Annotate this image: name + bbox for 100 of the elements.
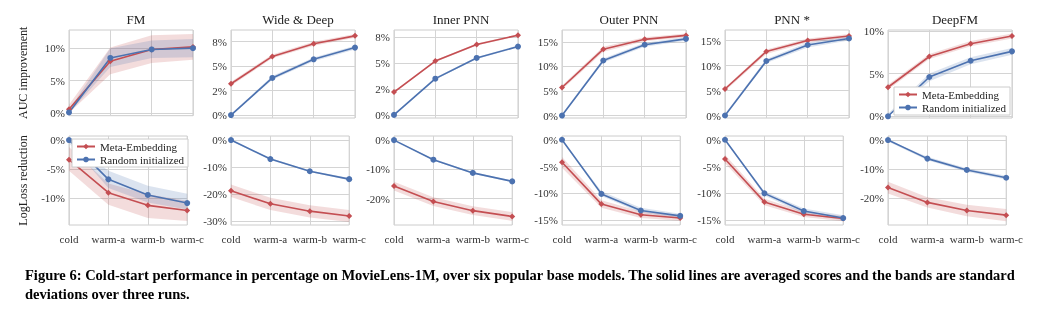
y-tick-label: -10%	[860, 163, 884, 176]
x-tick-label: warm-b	[623, 232, 659, 245]
y-axis-title: AUC improvement	[16, 26, 30, 119]
y-tick-label: -5%	[46, 162, 65, 175]
x-tick-label: warm-b	[786, 232, 822, 245]
point	[885, 113, 891, 120]
x-tick-label: warm-c	[332, 232, 367, 245]
y-tick-label: -20%	[366, 192, 390, 205]
point	[637, 207, 644, 214]
point	[228, 112, 234, 119]
chart-title: Wide & Deep	[262, 12, 334, 27]
point	[963, 207, 970, 214]
x-tick-label: warm-c	[826, 232, 861, 245]
point	[473, 41, 480, 48]
y-tick-label: -10%	[697, 187, 721, 200]
point	[430, 198, 437, 205]
x-tick-label: cold	[59, 232, 79, 245]
y-tick-label: -15%	[534, 214, 558, 227]
y-tick-label: -20%	[860, 192, 884, 205]
x-tick-label: warm-c	[989, 232, 1024, 245]
point	[352, 44, 358, 51]
point	[559, 136, 565, 143]
y-tick-label: -5%	[539, 160, 558, 173]
point	[306, 168, 313, 175]
point	[722, 86, 728, 92]
point	[310, 56, 317, 63]
point	[967, 57, 974, 64]
point	[469, 207, 476, 214]
x-tick-label: warm-b	[949, 232, 985, 245]
y-tick-label: -10%	[534, 187, 558, 200]
point	[105, 189, 112, 196]
point	[306, 208, 313, 215]
point	[469, 169, 476, 176]
point	[473, 54, 480, 61]
point	[763, 48, 770, 55]
point	[515, 43, 521, 50]
point	[804, 42, 811, 48]
y-tick-label: 10%	[537, 60, 558, 73]
y-tick-label: 0%	[212, 134, 227, 147]
point	[924, 155, 931, 162]
point	[267, 200, 274, 207]
point	[346, 176, 353, 183]
point	[144, 202, 151, 209]
chart-title: Outer PNN	[599, 12, 660, 27]
point	[1003, 212, 1010, 219]
point	[1009, 32, 1015, 39]
y-tick-label: 10%	[863, 24, 884, 37]
legend-label: Random initialized	[921, 101, 1007, 114]
y-tick-label: -10%	[203, 161, 227, 174]
point	[269, 74, 276, 81]
point	[184, 207, 191, 214]
point	[763, 58, 770, 64]
point	[144, 191, 151, 198]
point	[600, 46, 607, 53]
x-tick-label: cold	[552, 232, 572, 245]
x-tick-label: warm-b	[455, 232, 491, 245]
chart-title: Inner PNN	[432, 12, 490, 27]
point	[926, 73, 933, 80]
x-tick-label: warm-a	[416, 232, 451, 245]
point	[722, 112, 728, 119]
point	[761, 198, 768, 205]
point	[105, 176, 112, 183]
y-tick-label: 0%	[375, 108, 390, 121]
y-tick-label: 15%	[700, 34, 721, 47]
chart-title: PNN *	[774, 12, 810, 27]
y-tick-label: 5%	[375, 57, 390, 70]
y-tick-label: 8%	[375, 31, 390, 44]
point	[559, 112, 565, 119]
legend-label: Random initialized	[100, 153, 185, 166]
y-tick-label: 5%	[543, 84, 558, 97]
y-tick-label: 0%	[50, 107, 65, 120]
y-tick-label: 5%	[50, 74, 65, 87]
point	[641, 36, 648, 43]
y-tick-label: 2%	[375, 83, 390, 96]
y-tick-label: -20%	[203, 188, 227, 201]
point	[1003, 174, 1010, 181]
point	[430, 156, 437, 163]
x-tick-label: cold	[221, 232, 241, 245]
point	[228, 80, 234, 87]
x-tick-label: warm-a	[253, 232, 288, 245]
point	[559, 84, 565, 91]
point	[391, 137, 397, 144]
y-tick-label: 0%	[869, 110, 884, 123]
point	[885, 137, 891, 144]
y-tick-label: 0%	[212, 109, 227, 122]
y-tick-label: 8%	[212, 35, 227, 48]
y-tick-label: -10%	[41, 191, 65, 204]
point	[598, 201, 605, 208]
point	[598, 190, 605, 197]
point	[267, 156, 274, 163]
x-tick-label: warm-b	[292, 232, 328, 245]
chart-title: FM	[126, 12, 146, 27]
y-tick-label: -30%	[203, 215, 227, 228]
point	[509, 178, 516, 185]
point	[515, 32, 521, 39]
y-tick-label: 10%	[700, 59, 721, 72]
point	[1009, 48, 1015, 55]
y-tick-label: 5%	[706, 84, 721, 97]
legend-label: Meta-Embedding	[921, 88, 1000, 101]
point	[926, 53, 933, 60]
